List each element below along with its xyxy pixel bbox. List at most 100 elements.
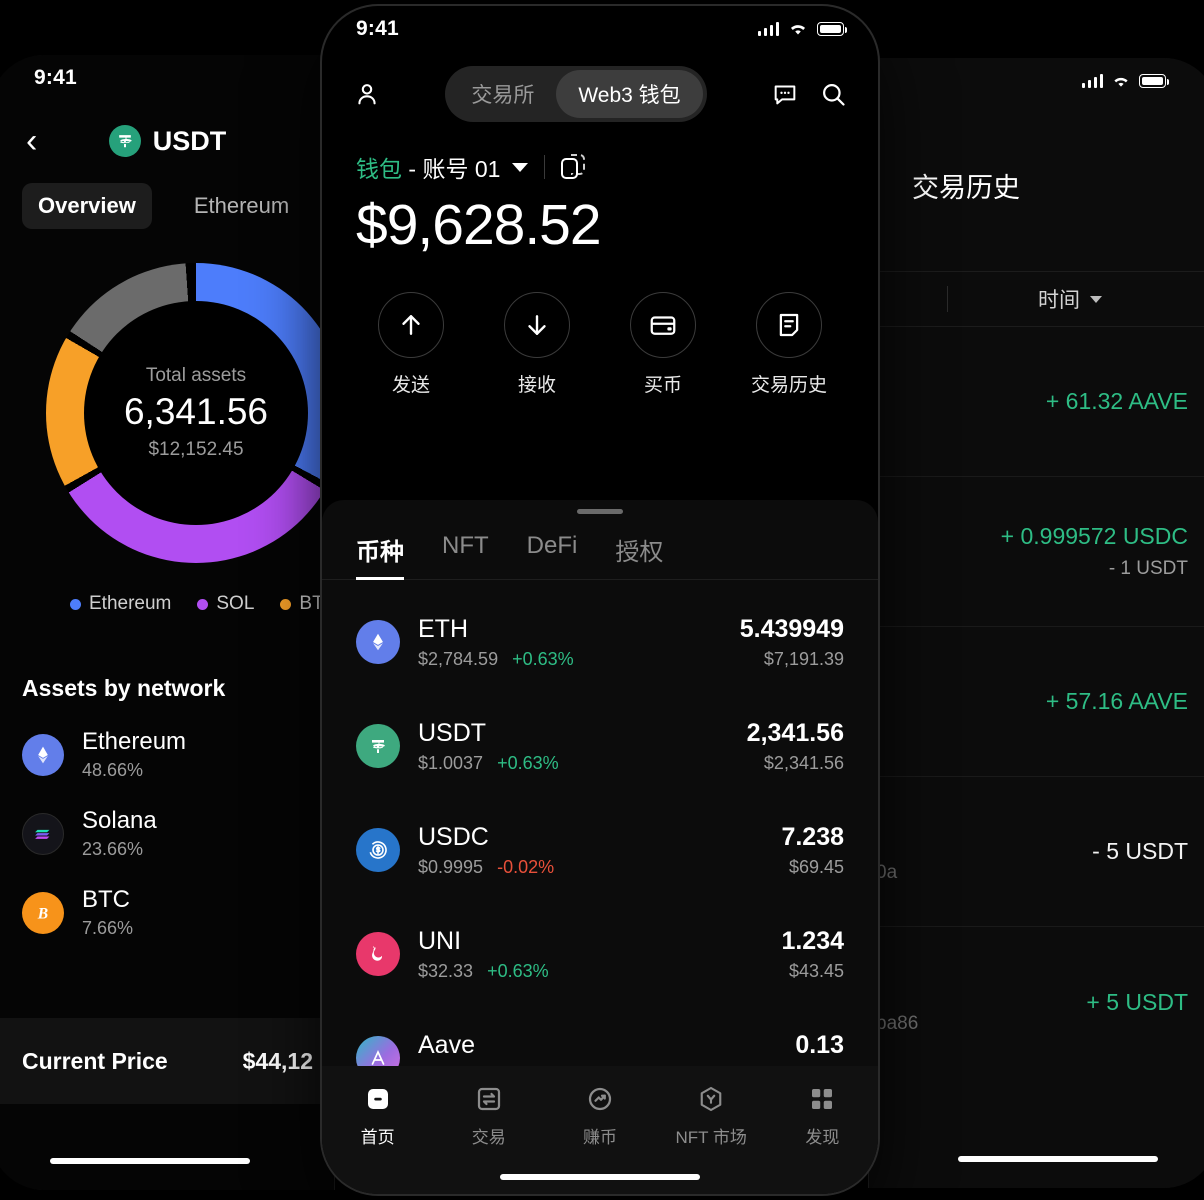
token-symbol: ETH: [418, 615, 468, 643]
action-label: 交易历史: [750, 375, 827, 396]
wifi-icon: [1114, 77, 1128, 87]
mode-segmented-control: 交易所 Web3 钱包: [445, 66, 707, 122]
assets-by-network-title: Assets by network: [22, 675, 226, 701]
tab-defi[interactable]: DeFi: [526, 532, 578, 559]
uniswap-icon: [356, 932, 400, 976]
signal-icon: [1081, 74, 1103, 88]
status-bar-right: [868, 58, 1204, 104]
status-bar-main: 9:41: [322, 6, 878, 52]
tab-nft[interactable]: NFT: [442, 532, 489, 559]
svg-text:B: B: [37, 905, 48, 922]
nav-earn[interactable]: 赚币: [544, 1082, 655, 1148]
transaction-row[interactable]: - 5 USDT 0a: [868, 777, 1204, 927]
token-price-row: $2,784.59 +0.63%: [418, 649, 722, 670]
token-change: -0.02%: [497, 857, 555, 877]
back-icon[interactable]: ‹: [26, 122, 38, 160]
tab-exchange[interactable]: 交易所: [471, 84, 535, 107]
chevron-down-icon[interactable]: [1090, 295, 1102, 303]
chart-legend: Ethereum SOL BTC: [0, 563, 335, 615]
filter-time-label[interactable]: 时间: [1038, 289, 1080, 312]
tab-web3-wallet[interactable]: Web3 钱包: [556, 70, 703, 118]
home-indicator: [958, 1156, 1158, 1162]
nav-label: 赚币: [583, 1128, 617, 1147]
network-row-btc[interactable]: B BTC 7.66%: [0, 860, 335, 939]
usdc-icon: [356, 828, 400, 872]
account-selector[interactable]: 钱包 - 账号 01: [322, 132, 878, 184]
account-label: - 账号 01: [408, 156, 501, 182]
chevron-down-icon[interactable]: [512, 162, 529, 172]
transaction-row[interactable]: + 0.999572 USDC - 1 USDT: [868, 477, 1204, 627]
token-change: +0.63%: [497, 753, 559, 773]
token-amount: 2,341.56: [746, 719, 844, 747]
copy-icon[interactable]: [561, 154, 586, 180]
current-price-label: Current Price: [22, 1047, 168, 1074]
network-name: Ethereum: [82, 728, 187, 755]
page-title: USDT: [0, 125, 335, 157]
network-row-ethereum[interactable]: Ethereum 48.66%: [0, 702, 335, 781]
donut-center-amount: 6,341.56: [123, 391, 269, 432]
network-name: Solana: [82, 807, 157, 834]
transaction-hash: 0a: [876, 862, 898, 883]
action-history[interactable]: 交易历史: [744, 292, 834, 397]
token-amount: 1.234: [781, 927, 844, 955]
token-value: $69.45: [788, 857, 844, 877]
action-receive[interactable]: 接收: [492, 292, 582, 397]
token-price-row: $1.0037 +0.63%: [418, 753, 729, 774]
background-phone-right: 交易历史 时间 + 61.32 AAVE + 0.999572 USDC - 1…: [868, 58, 1204, 1188]
transaction-amount: + 0.999572 USDC: [1000, 523, 1188, 549]
home-indicator: [500, 1174, 700, 1180]
sheet-grabber[interactable]: [577, 509, 623, 514]
swap-icon: [474, 1082, 504, 1116]
transaction-amount: + 61.32 AAVE: [1045, 388, 1188, 414]
wallet-label: 钱包: [356, 156, 402, 182]
earn-icon: [585, 1082, 615, 1116]
total-balance: $9,628.52: [356, 193, 602, 257]
tab-approvals[interactable]: 授权: [615, 539, 664, 566]
token-list: ETH $2,784.59 +0.63% 5.439949 $7,191.39: [322, 580, 878, 1110]
legend-item: Ethereum: [70, 593, 171, 615]
nav-home[interactable]: 首页: [322, 1082, 433, 1148]
action-label: 买币: [643, 375, 682, 396]
document-icon: [756, 292, 822, 358]
current-price-bar: Current Price $44,12: [0, 1018, 335, 1104]
transaction-row[interactable]: + 57.16 AAVE: [868, 627, 1204, 777]
tab-ethereum[interactable]: Ethereum: [193, 193, 290, 218]
token-row[interactable]: USDT $1.0037 +0.63% 2,341.56 $2,341.56: [356, 694, 844, 798]
token-row[interactable]: UNI $32.33 +0.63% 1.234 $43.45: [356, 902, 844, 1006]
token-change: +0.63%: [487, 961, 549, 981]
action-buy[interactable]: 买币: [618, 292, 708, 397]
card-icon: [630, 292, 696, 358]
main-phone: 9:41 交易所 Web3 钱包: [322, 6, 878, 1194]
tether-icon: [108, 125, 141, 157]
nav-nft-market[interactable]: NFT 市场: [656, 1082, 767, 1148]
token-amount: 5.439949: [739, 615, 844, 643]
network-name: BTC: [82, 886, 130, 913]
network-row-solana[interactable]: Solana 23.66%: [0, 781, 335, 860]
wifi-icon: [790, 25, 806, 35]
app-header: 交易所 Web3 钱包: [322, 52, 878, 132]
tab-overview[interactable]: Overview: [22, 183, 152, 229]
nav-discover[interactable]: 发现: [767, 1082, 878, 1148]
transaction-row[interactable]: + 61.32 AAVE: [868, 327, 1204, 477]
status-time: 9:41: [34, 66, 77, 89]
bitcoin-icon: B: [22, 891, 64, 934]
action-send[interactable]: 发送: [366, 292, 456, 397]
action-label: 接收: [517, 375, 556, 396]
token-row[interactable]: ETH $2,784.59 +0.63% 5.439949 $7,191.39: [356, 590, 844, 694]
assets-donut-chart: Total assets 6,341.56 $12,152.45: [46, 263, 335, 563]
person-icon[interactable]: [352, 79, 382, 109]
tab-coins[interactable]: 币种: [356, 532, 404, 580]
transaction-history-title: 交易历史: [912, 173, 1020, 203]
transaction-amount: - 5 USDT: [1092, 838, 1188, 864]
battery-icon: [817, 22, 847, 36]
search-icon[interactable]: [818, 79, 848, 109]
nav-label: 交易: [471, 1128, 506, 1147]
token-row[interactable]: USDC $0.9995 -0.02% 7.238 $69.45: [356, 798, 844, 902]
chat-bubble-icon[interactable]: [770, 79, 800, 109]
account-name: 钱包 - 账号 01: [356, 150, 500, 184]
divider: [544, 155, 546, 179]
nav-trade[interactable]: 交易: [433, 1082, 544, 1148]
nav-label: NFT 市场: [675, 1128, 747, 1147]
token-value: $7,191.39: [763, 649, 844, 669]
transaction-row[interactable]: + 5 USDT ba86: [868, 927, 1204, 1077]
